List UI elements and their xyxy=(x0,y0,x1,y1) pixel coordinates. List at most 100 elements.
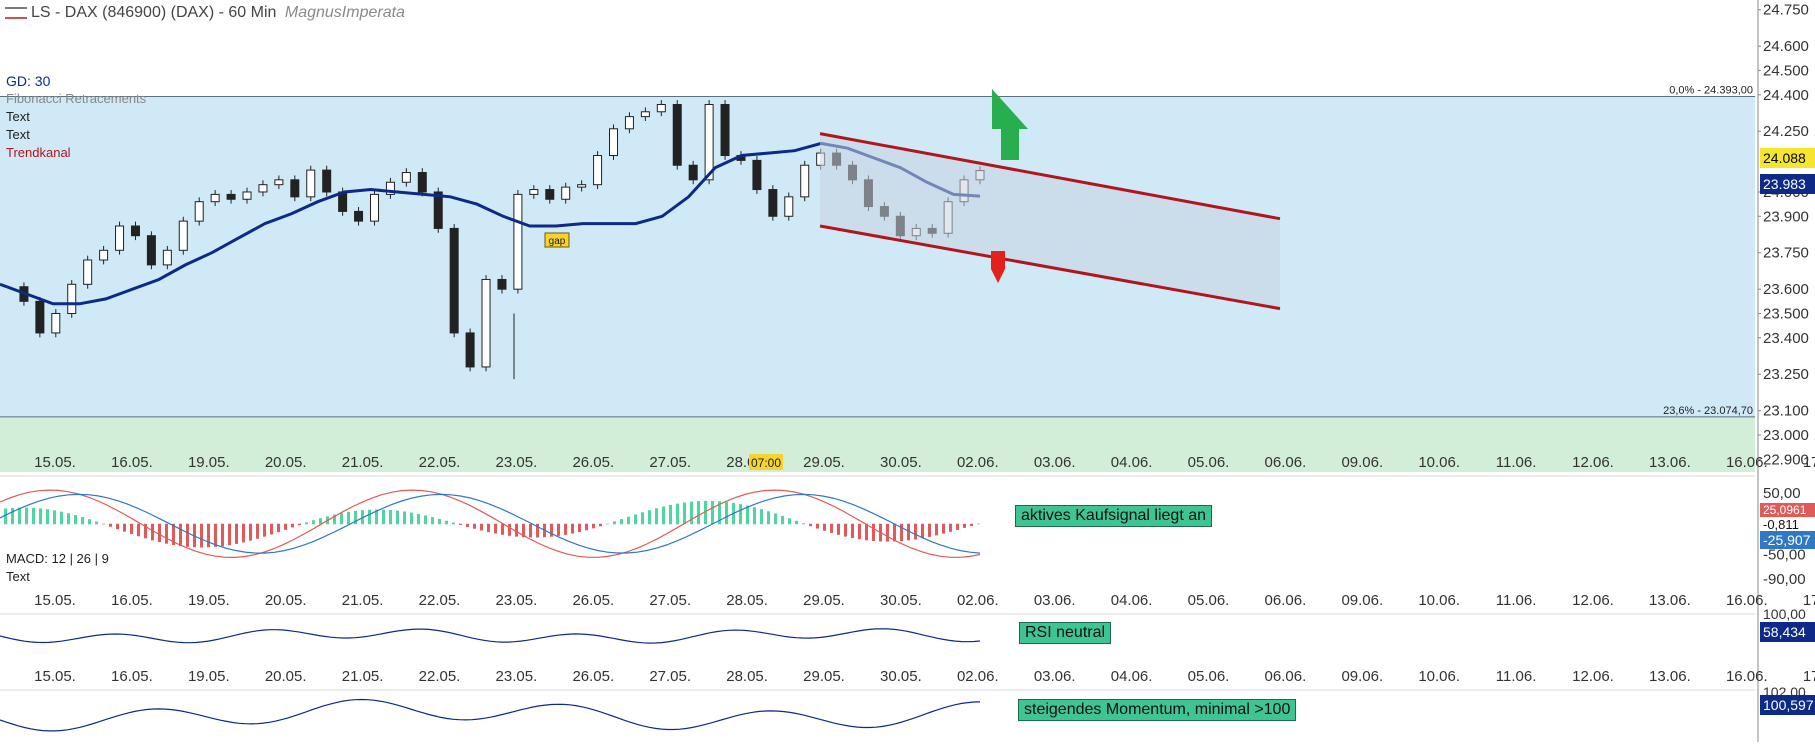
macd-bar xyxy=(298,523,301,526)
ma-price-tag: 23.983 xyxy=(1760,174,1815,194)
candle xyxy=(752,156,762,194)
candle-body xyxy=(162,249,172,266)
date-tick-label: 26.05. xyxy=(572,592,614,609)
macd-bar xyxy=(662,506,665,525)
date-tick-label: 03.06. xyxy=(1034,454,1076,471)
candle xyxy=(210,190,220,207)
gap-label-text: gap xyxy=(549,236,566,247)
candle-body xyxy=(178,220,188,251)
date-tick-label: 16.05. xyxy=(111,668,153,685)
date-tick-label: 04.06. xyxy=(1111,454,1153,471)
candle-body xyxy=(656,103,666,113)
candle-body xyxy=(640,111,650,118)
candle xyxy=(449,224,459,338)
macd-value-b: -0,811 xyxy=(1760,517,1815,532)
text-legend-1[interactable]: Text xyxy=(6,109,30,124)
macd-bar xyxy=(291,523,294,528)
date-tick-label: 27.05. xyxy=(649,592,691,609)
candle-body xyxy=(35,300,45,334)
macd-bar xyxy=(893,523,896,542)
macd-bar xyxy=(900,523,903,542)
date-tick-label: 09.06. xyxy=(1341,454,1383,471)
candle-body xyxy=(672,103,682,166)
macd-bar xyxy=(186,523,189,547)
candle-body xyxy=(385,181,395,195)
price-tick-label: 23.500 xyxy=(1763,305,1809,322)
macd-bar xyxy=(116,523,119,530)
momentum-signal-note[interactable]: steigendes Momentum, minimal >100 xyxy=(1018,699,1297,721)
macd-bar xyxy=(494,523,497,534)
date-tick-label: 10.06. xyxy=(1418,454,1460,471)
candle-body xyxy=(465,332,475,368)
macd-bar xyxy=(431,517,434,525)
macd-bar xyxy=(452,522,455,525)
macd-bar xyxy=(32,507,35,525)
date-tick-label: 17.06. xyxy=(1803,592,1815,609)
macd-bar xyxy=(88,519,91,525)
macd-bar xyxy=(417,513,420,525)
macd-bar xyxy=(690,501,693,525)
date-tick-label: 17.06. xyxy=(1803,454,1815,471)
date-tick-label: 06.06. xyxy=(1265,592,1307,609)
macd-bar xyxy=(368,509,371,525)
author-name: MagnusImperata xyxy=(284,4,405,21)
macd-bar xyxy=(263,523,266,537)
date-tick-label: 23.05. xyxy=(496,668,538,685)
candle xyxy=(130,221,140,241)
macd-text-legend[interactable]: Text xyxy=(6,569,30,584)
macd-bar xyxy=(592,523,595,529)
date-tick-label: 06.06. xyxy=(1265,454,1307,471)
rsi-signal-note[interactable]: RSI neutral xyxy=(1019,622,1112,644)
candle xyxy=(401,168,411,187)
candle-body xyxy=(194,201,204,222)
macd-bar xyxy=(249,523,252,541)
macd-bar xyxy=(95,521,98,525)
date-tick-label: 29.05. xyxy=(803,454,845,471)
candle xyxy=(99,245,109,265)
date-tick-label: 28.05. xyxy=(726,592,768,609)
candle-body xyxy=(593,155,603,186)
price-tick-label: 23.250 xyxy=(1763,366,1809,383)
down-arrow-icon xyxy=(991,251,1005,283)
macd-signal-note[interactable]: aktives Kaufsignal liegt an xyxy=(1015,505,1212,527)
date-tick-label: 19.05. xyxy=(188,592,230,609)
candle-body xyxy=(130,225,140,237)
macd-bar xyxy=(74,515,77,525)
fib-legend[interactable]: Fibonacci Retracements xyxy=(6,91,147,106)
date-tick-label: 15.05. xyxy=(34,668,76,685)
instrument-title: LS - DAX (846900) (DAX) - 60 Min xyxy=(31,4,277,21)
macd-bar xyxy=(256,523,259,539)
macd-legend[interactable]: MACD: 12 | 26 | 9 xyxy=(6,551,109,566)
up-arrow-icon xyxy=(992,89,1028,160)
candle xyxy=(656,100,666,117)
candle xyxy=(83,255,93,289)
macd-bar xyxy=(739,504,742,525)
macd-bar xyxy=(865,523,868,541)
date-tick-label: 21.05. xyxy=(342,454,384,471)
macd-bar xyxy=(207,523,210,548)
macd-bar xyxy=(669,504,672,525)
ma-legend[interactable]: GD: 30 xyxy=(6,73,51,89)
date-tick-label: 20.05. xyxy=(265,454,307,471)
candle-body xyxy=(433,191,443,229)
text-legend-2[interactable]: Text xyxy=(6,127,30,142)
macd-bar xyxy=(284,523,287,530)
macd-bar xyxy=(228,523,231,546)
candle xyxy=(115,221,125,255)
candle xyxy=(688,160,698,185)
macd-bar xyxy=(613,521,616,525)
date-tick-label: 23.05. xyxy=(496,592,538,609)
macd-bar xyxy=(60,511,63,525)
candle xyxy=(481,275,491,372)
trendchannel-legend[interactable]: Trendkanal xyxy=(6,145,71,160)
macd-bar xyxy=(487,523,490,533)
macd-bar xyxy=(809,523,812,527)
candle xyxy=(67,279,77,318)
price-tick-label: 24.500 xyxy=(1763,62,1809,79)
date-tick-label: 02.06. xyxy=(957,454,999,471)
candle-body xyxy=(146,235,156,266)
macd-bar xyxy=(522,523,525,538)
date-tick-label: 09.06. xyxy=(1341,592,1383,609)
time-marker-bg xyxy=(749,454,783,470)
